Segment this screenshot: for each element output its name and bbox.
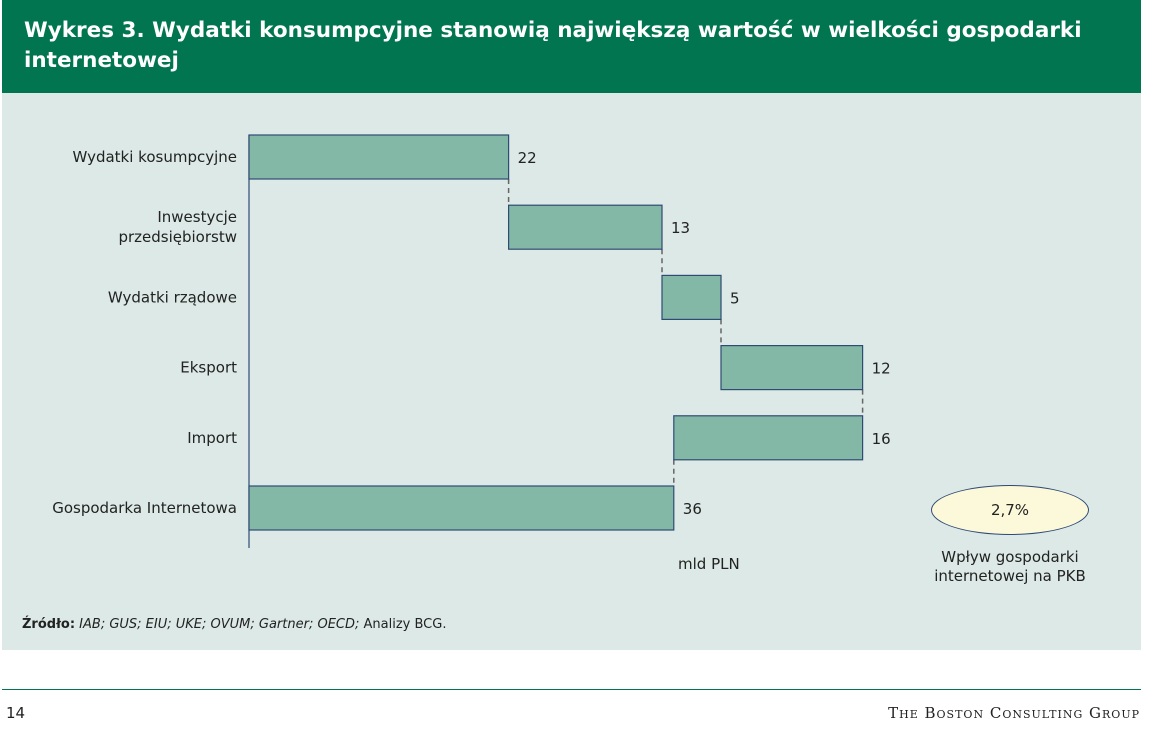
category-label-line: Wydatki kosumpcyjne (73, 148, 237, 166)
source-rest: Analizy BCG. (359, 617, 447, 632)
gdp-impact-caption-line-1: Wpływ gospodarki (941, 548, 1079, 566)
x-axis-unit-label: mld PLN (678, 555, 740, 573)
value-label: 13 (671, 219, 690, 237)
category-label-line: Gospodarka Internetowa (52, 499, 237, 517)
category-label-line: Wydatki rządowe (108, 288, 237, 306)
bar (248, 485, 675, 531)
category-label-line: Inwestycje (157, 208, 237, 226)
bar (248, 134, 510, 180)
category-label: Gospodarka Internetowa (52, 499, 237, 517)
bar (720, 345, 864, 391)
source-list: IAB; GUS; EIU; UKE; OVUM; Gartner; OECD; (79, 617, 360, 632)
value-label: 5 (730, 289, 740, 307)
chart-title: Wykres 3. Wydatki konsumpcyjne stanowią … (24, 18, 1082, 73)
page-number: 14 (6, 704, 26, 722)
category-label-line: przedsiębiorstw (118, 228, 237, 246)
category-label-line: Import (187, 429, 237, 447)
waterfall-chart: Wydatki kosumpcyjne 22 Inwestycje przedsięb… (52, 134, 891, 548)
value-label: 12 (872, 360, 891, 378)
category-label: Import (187, 429, 237, 447)
gdp-impact-value: 2,7% (990, 501, 1030, 519)
category-label: Wydatki kosumpcyjne (73, 148, 237, 166)
gdp-impact-badge: 2,7% (931, 485, 1089, 535)
value-label: 22 (518, 149, 537, 167)
value-label: 16 (872, 430, 891, 448)
brand-name: The Boston Consulting Group (888, 704, 1140, 722)
source-note: Źródło: IAB; GUS; EIU; UKE; OVUM; Gartne… (22, 617, 446, 632)
category-label: Wydatki rządowe (108, 288, 237, 306)
source-label: Źródło: (22, 617, 76, 632)
bar (673, 415, 864, 461)
value-label: 36 (683, 500, 702, 518)
category-label: Inwestycje przedsiębiorstw (118, 208, 237, 246)
chart-panel: Wydatki kosumpcyjne 22 Inwestycje przedsięb… (2, 93, 1141, 650)
footer-divider (2, 689, 1141, 690)
bar (661, 274, 722, 320)
gdp-impact-caption-line-2: internetowej na PKB (934, 567, 1086, 585)
category-label: Eksport (180, 359, 237, 377)
gdp-impact-caption: Wpływ gospodarki internetowej na PKB (910, 548, 1110, 586)
bar (508, 204, 663, 250)
chart-header: Wykres 3. Wydatki konsumpcyjne stanowią … (2, 0, 1141, 93)
category-label-line: Eksport (180, 359, 237, 377)
